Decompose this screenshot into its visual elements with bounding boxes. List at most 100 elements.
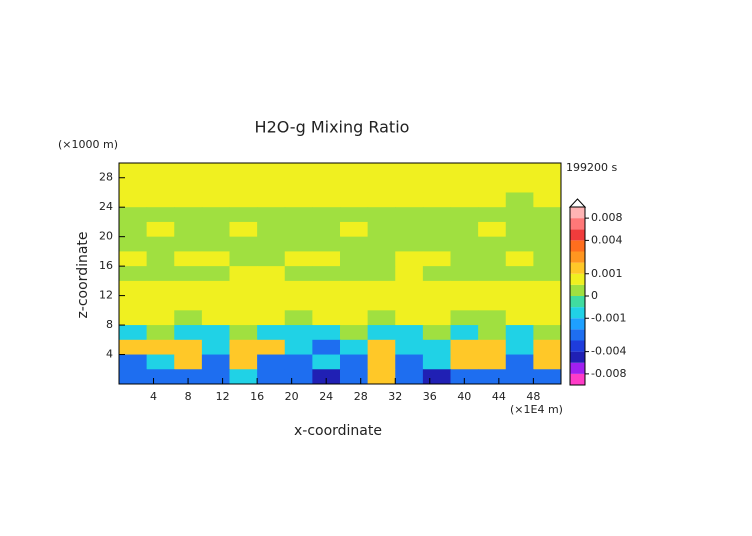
x-tick-label: 4 bbox=[150, 390, 157, 403]
x-tick-label: 12 bbox=[216, 390, 230, 403]
contour-cell bbox=[119, 251, 148, 267]
contour-cell bbox=[312, 280, 341, 297]
contour-cell bbox=[395, 192, 424, 208]
contour-cell bbox=[395, 221, 424, 238]
contour-cell bbox=[257, 325, 286, 341]
contour-cell bbox=[422, 251, 451, 267]
contour-cell bbox=[201, 266, 230, 282]
contour-cell bbox=[201, 192, 230, 208]
time-label: 199200 s bbox=[566, 161, 617, 174]
contour-cell bbox=[146, 266, 175, 282]
contour-cell bbox=[146, 369, 175, 385]
contour-cell bbox=[201, 177, 230, 193]
colorbar-bin bbox=[570, 373, 585, 385]
contour-cell bbox=[340, 295, 369, 311]
contour-cell bbox=[257, 280, 286, 297]
contour-cell bbox=[340, 339, 369, 356]
contour-cell bbox=[533, 163, 562, 179]
colorbar-bin bbox=[570, 240, 585, 252]
contour-cell bbox=[146, 280, 175, 297]
colorbar-tick-label: -0.004 bbox=[591, 345, 626, 358]
contour-cell bbox=[229, 207, 258, 223]
y-tick-label: 28 bbox=[99, 171, 113, 184]
contour-cell bbox=[229, 339, 258, 356]
contour-cell bbox=[395, 310, 424, 326]
colorbar-bin bbox=[570, 318, 585, 330]
contour-cell bbox=[505, 310, 534, 326]
contour-cell bbox=[119, 236, 148, 252]
contour-cell bbox=[229, 354, 258, 370]
contour-cell bbox=[257, 221, 286, 238]
contour-cell bbox=[367, 369, 396, 385]
contour-cell bbox=[174, 221, 203, 238]
colorbar-tick-label: 0.001 bbox=[591, 267, 623, 280]
contour-cell bbox=[395, 339, 424, 356]
colorbar-tick-label: -0.008 bbox=[591, 367, 626, 380]
colorbar-tick-label: 0.004 bbox=[591, 233, 623, 246]
x-unit: (×1E4 m) bbox=[510, 403, 563, 416]
y-tick-label: 16 bbox=[99, 259, 113, 272]
contour-cell bbox=[422, 310, 451, 326]
contour-cell bbox=[229, 325, 258, 341]
contour-cell bbox=[367, 177, 396, 193]
contour-cell bbox=[119, 192, 148, 208]
contour-cell bbox=[478, 207, 507, 223]
colorbar-bin bbox=[570, 262, 585, 274]
contour-cell bbox=[257, 295, 286, 311]
contour-cell bbox=[257, 251, 286, 267]
contour-cell bbox=[340, 207, 369, 223]
contour-cell bbox=[146, 236, 175, 252]
contour-cell bbox=[174, 163, 203, 179]
contour-cell bbox=[284, 266, 313, 282]
contour-cell bbox=[174, 339, 203, 356]
contour-cell bbox=[119, 354, 148, 370]
contour-cell bbox=[422, 295, 451, 311]
x-tick-label: 32 bbox=[388, 390, 402, 403]
contour-cell bbox=[119, 280, 148, 297]
contour-cell bbox=[340, 325, 369, 341]
contour-cell bbox=[505, 325, 534, 341]
x-tick-label: 40 bbox=[457, 390, 471, 403]
y-axis-title: z-coordinate bbox=[75, 231, 91, 318]
contour-cell bbox=[340, 163, 369, 179]
contour-cell bbox=[367, 192, 396, 208]
contour-cell bbox=[229, 221, 258, 238]
contour-cell bbox=[119, 369, 148, 385]
contour-cell bbox=[340, 354, 369, 370]
contour-cell bbox=[229, 310, 258, 326]
contour-cell bbox=[505, 207, 534, 223]
contour-cell bbox=[312, 266, 341, 282]
contour-cell bbox=[505, 339, 534, 356]
contour-cell bbox=[146, 192, 175, 208]
contour-cell bbox=[478, 221, 507, 238]
contour-cell bbox=[201, 339, 230, 356]
contour-cell bbox=[174, 266, 203, 282]
contour-cell bbox=[450, 192, 479, 208]
contour-cell bbox=[505, 266, 534, 282]
contour-cell bbox=[284, 354, 313, 370]
contour-cell bbox=[422, 192, 451, 208]
contour-cell bbox=[340, 310, 369, 326]
contour-cell bbox=[284, 236, 313, 252]
contour-cell bbox=[257, 207, 286, 223]
contour-cell bbox=[201, 295, 230, 311]
contour-cell bbox=[533, 339, 562, 356]
contour-cell bbox=[229, 280, 258, 297]
y-tick-label: 20 bbox=[99, 230, 113, 243]
contour-cell bbox=[478, 280, 507, 297]
contour-cell bbox=[174, 177, 203, 193]
contour-cell bbox=[478, 310, 507, 326]
contour-cell bbox=[284, 192, 313, 208]
contour-cell bbox=[201, 221, 230, 238]
contour-cell bbox=[395, 354, 424, 370]
contour-cell bbox=[533, 295, 562, 311]
contour-cell bbox=[367, 295, 396, 311]
contour-cell bbox=[533, 251, 562, 267]
x-axis-title: x-coordinate bbox=[294, 423, 382, 439]
contour-cell bbox=[201, 310, 230, 326]
contour-cell bbox=[478, 236, 507, 252]
contour-cell bbox=[450, 310, 479, 326]
contour-cell bbox=[478, 266, 507, 282]
contour-cell bbox=[340, 251, 369, 267]
contour-cell bbox=[478, 192, 507, 208]
